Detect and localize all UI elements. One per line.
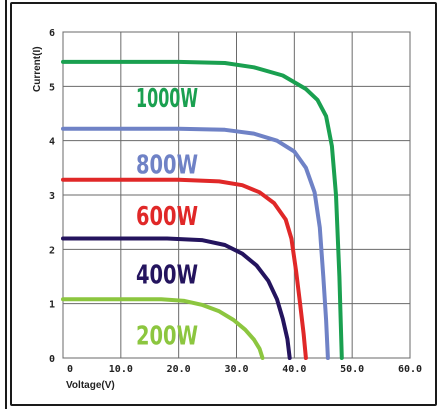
y-tick-label: 4 bbox=[49, 137, 55, 148]
y-tick-label: 3 bbox=[49, 191, 55, 202]
x-tick-label: 50.0 bbox=[340, 364, 364, 375]
ticks: 0 10.0 20.0 30.0 40.0 50.0 60.0 0 1 2 3 4 5 6 bbox=[49, 28, 422, 375]
series-line-200w bbox=[61, 297, 265, 360]
series-line-800w bbox=[61, 126, 330, 360]
series-label-800w: 800W bbox=[136, 151, 198, 181]
y-tick-label: 2 bbox=[49, 245, 55, 256]
y-tick-label: 5 bbox=[49, 82, 55, 93]
series-line-1000w bbox=[61, 59, 344, 360]
x-tick-label: 60.0 bbox=[398, 364, 422, 375]
series-label-1000w: 1000W bbox=[136, 84, 198, 114]
y-tick-label: 1 bbox=[49, 300, 55, 311]
series-line-400w bbox=[61, 236, 292, 360]
x-tick-label: 30.0 bbox=[224, 364, 248, 375]
grid bbox=[62, 31, 411, 359]
x-tick-label: 40.0 bbox=[282, 364, 306, 375]
x-axis-title: Voltage(V) bbox=[66, 380, 115, 391]
series-layer bbox=[61, 59, 344, 360]
series-label-400w: 400W bbox=[136, 260, 198, 290]
left-frame-edge bbox=[0, 0, 7, 409]
series-labels: 1000W 800W 600W 400W 200W bbox=[136, 84, 198, 351]
series-line-600w bbox=[61, 177, 308, 360]
x-tick-label: 20.0 bbox=[167, 364, 191, 375]
y-axis-title: Current(I) bbox=[32, 46, 43, 92]
series-label-600w: 600W bbox=[136, 202, 198, 232]
x-tick-label: 0 bbox=[67, 364, 73, 375]
x-tick-label: 10.0 bbox=[109, 364, 133, 375]
y-tick-label: 0 bbox=[49, 354, 55, 365]
y-tick-label: 6 bbox=[49, 28, 55, 39]
series-label-200w: 200W bbox=[136, 321, 198, 351]
